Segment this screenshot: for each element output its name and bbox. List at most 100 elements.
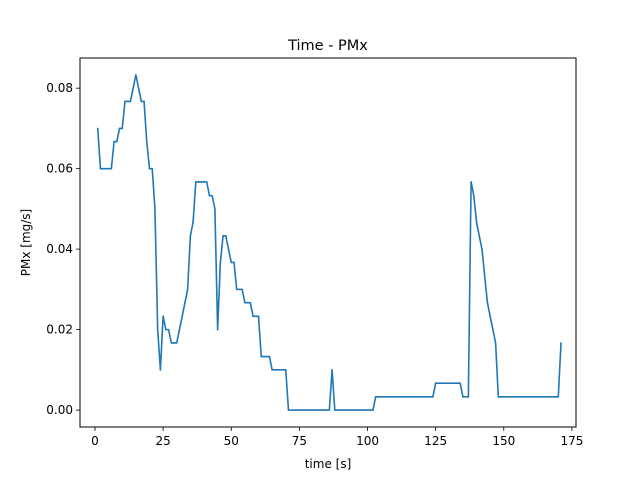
data-point <box>434 382 437 384</box>
y-tick-label: 0.08 <box>46 81 73 95</box>
data-point <box>467 396 470 398</box>
x-tick-label: 175 <box>560 434 583 448</box>
x-tick-label: 100 <box>356 434 379 448</box>
data-point <box>203 181 205 183</box>
data-point <box>145 140 148 143</box>
data-point <box>238 288 241 291</box>
data-point <box>129 100 132 103</box>
data-point <box>462 396 464 398</box>
data-point <box>459 382 461 384</box>
data-point <box>254 315 257 318</box>
x-tick-label: 25 <box>155 434 170 448</box>
data-point <box>115 140 118 143</box>
axes-frame <box>79 57 577 428</box>
data-point <box>244 301 246 304</box>
data-point <box>192 221 194 223</box>
data-point <box>263 355 265 358</box>
data-point <box>205 181 208 183</box>
data-point <box>227 248 230 250</box>
data-point <box>557 396 560 398</box>
y-tick-label: 0.02 <box>46 323 73 337</box>
data-point <box>135 74 137 76</box>
data-point <box>181 315 183 318</box>
y-tick-label: 0.04 <box>46 242 73 256</box>
y-tick-label: 0.00 <box>46 403 73 417</box>
data-point <box>200 181 203 183</box>
data-point <box>173 342 175 344</box>
data-point <box>225 235 227 237</box>
data-point <box>156 328 159 331</box>
data-point <box>331 369 333 371</box>
axis-ticks: 0 25 50 75 100 125 150 175 0.00 0.02 0.04 0.06 0.08 <box>46 81 583 448</box>
data-point <box>178 328 181 331</box>
data-point <box>257 315 260 318</box>
x-tick-label: 75 <box>292 434 307 448</box>
data-point <box>214 208 216 210</box>
data-point <box>276 369 279 371</box>
data-point <box>374 396 377 398</box>
data-point <box>241 288 243 291</box>
data-point <box>154 208 156 210</box>
data-point <box>110 167 113 170</box>
data-point <box>121 127 124 130</box>
data-point <box>478 235 481 237</box>
x-tick-label: 0 <box>91 434 99 448</box>
data-point <box>497 396 500 398</box>
data-point <box>167 328 170 331</box>
data-point <box>143 100 145 103</box>
data-point <box>170 342 173 344</box>
data-point <box>481 248 483 250</box>
data-point <box>233 261 235 264</box>
data-point <box>268 355 271 358</box>
x-axis-label: time [s] <box>305 457 352 471</box>
data-point <box>271 369 273 371</box>
data-point <box>118 127 121 130</box>
data-point <box>208 194 211 197</box>
data-point <box>211 194 213 197</box>
data-point <box>186 288 189 291</box>
x-tick-label: 150 <box>492 434 515 448</box>
data-point <box>184 301 186 304</box>
data-point <box>151 167 154 170</box>
data-point <box>260 355 263 358</box>
series-line <box>96 74 562 411</box>
data-point <box>284 369 287 371</box>
data-point <box>148 167 151 170</box>
data-point <box>560 342 562 344</box>
data-point <box>96 127 99 130</box>
y-axis-label: PMx [mg/s] <box>19 209 33 276</box>
data-point <box>287 409 290 411</box>
data-point <box>432 396 434 398</box>
x-tick-label: 50 <box>224 434 239 448</box>
data-point <box>140 100 143 103</box>
data-point <box>113 140 115 143</box>
chart-title: Time - PMx <box>287 38 368 54</box>
data-point <box>246 301 249 304</box>
data-point <box>235 288 238 291</box>
data-point <box>473 194 475 197</box>
data-point <box>265 355 268 358</box>
plot-area <box>96 74 562 411</box>
data-point <box>249 301 252 304</box>
data-point <box>475 221 478 223</box>
data-point <box>159 369 162 371</box>
x-tick-label: 125 <box>424 434 447 448</box>
data-point <box>470 181 472 183</box>
data-point <box>230 261 233 264</box>
y-tick-label: 0.06 <box>46 162 73 176</box>
data-point <box>372 409 374 411</box>
data-point <box>99 167 102 170</box>
data-point <box>197 181 200 183</box>
data-point <box>252 315 254 318</box>
data-point <box>124 100 126 103</box>
data-point <box>195 181 197 183</box>
data-point <box>494 342 497 344</box>
data-point <box>222 235 224 237</box>
data-point <box>492 328 494 331</box>
data-point <box>162 315 164 318</box>
data-point <box>369 409 372 411</box>
data-point <box>489 315 491 318</box>
data-point <box>328 409 331 411</box>
